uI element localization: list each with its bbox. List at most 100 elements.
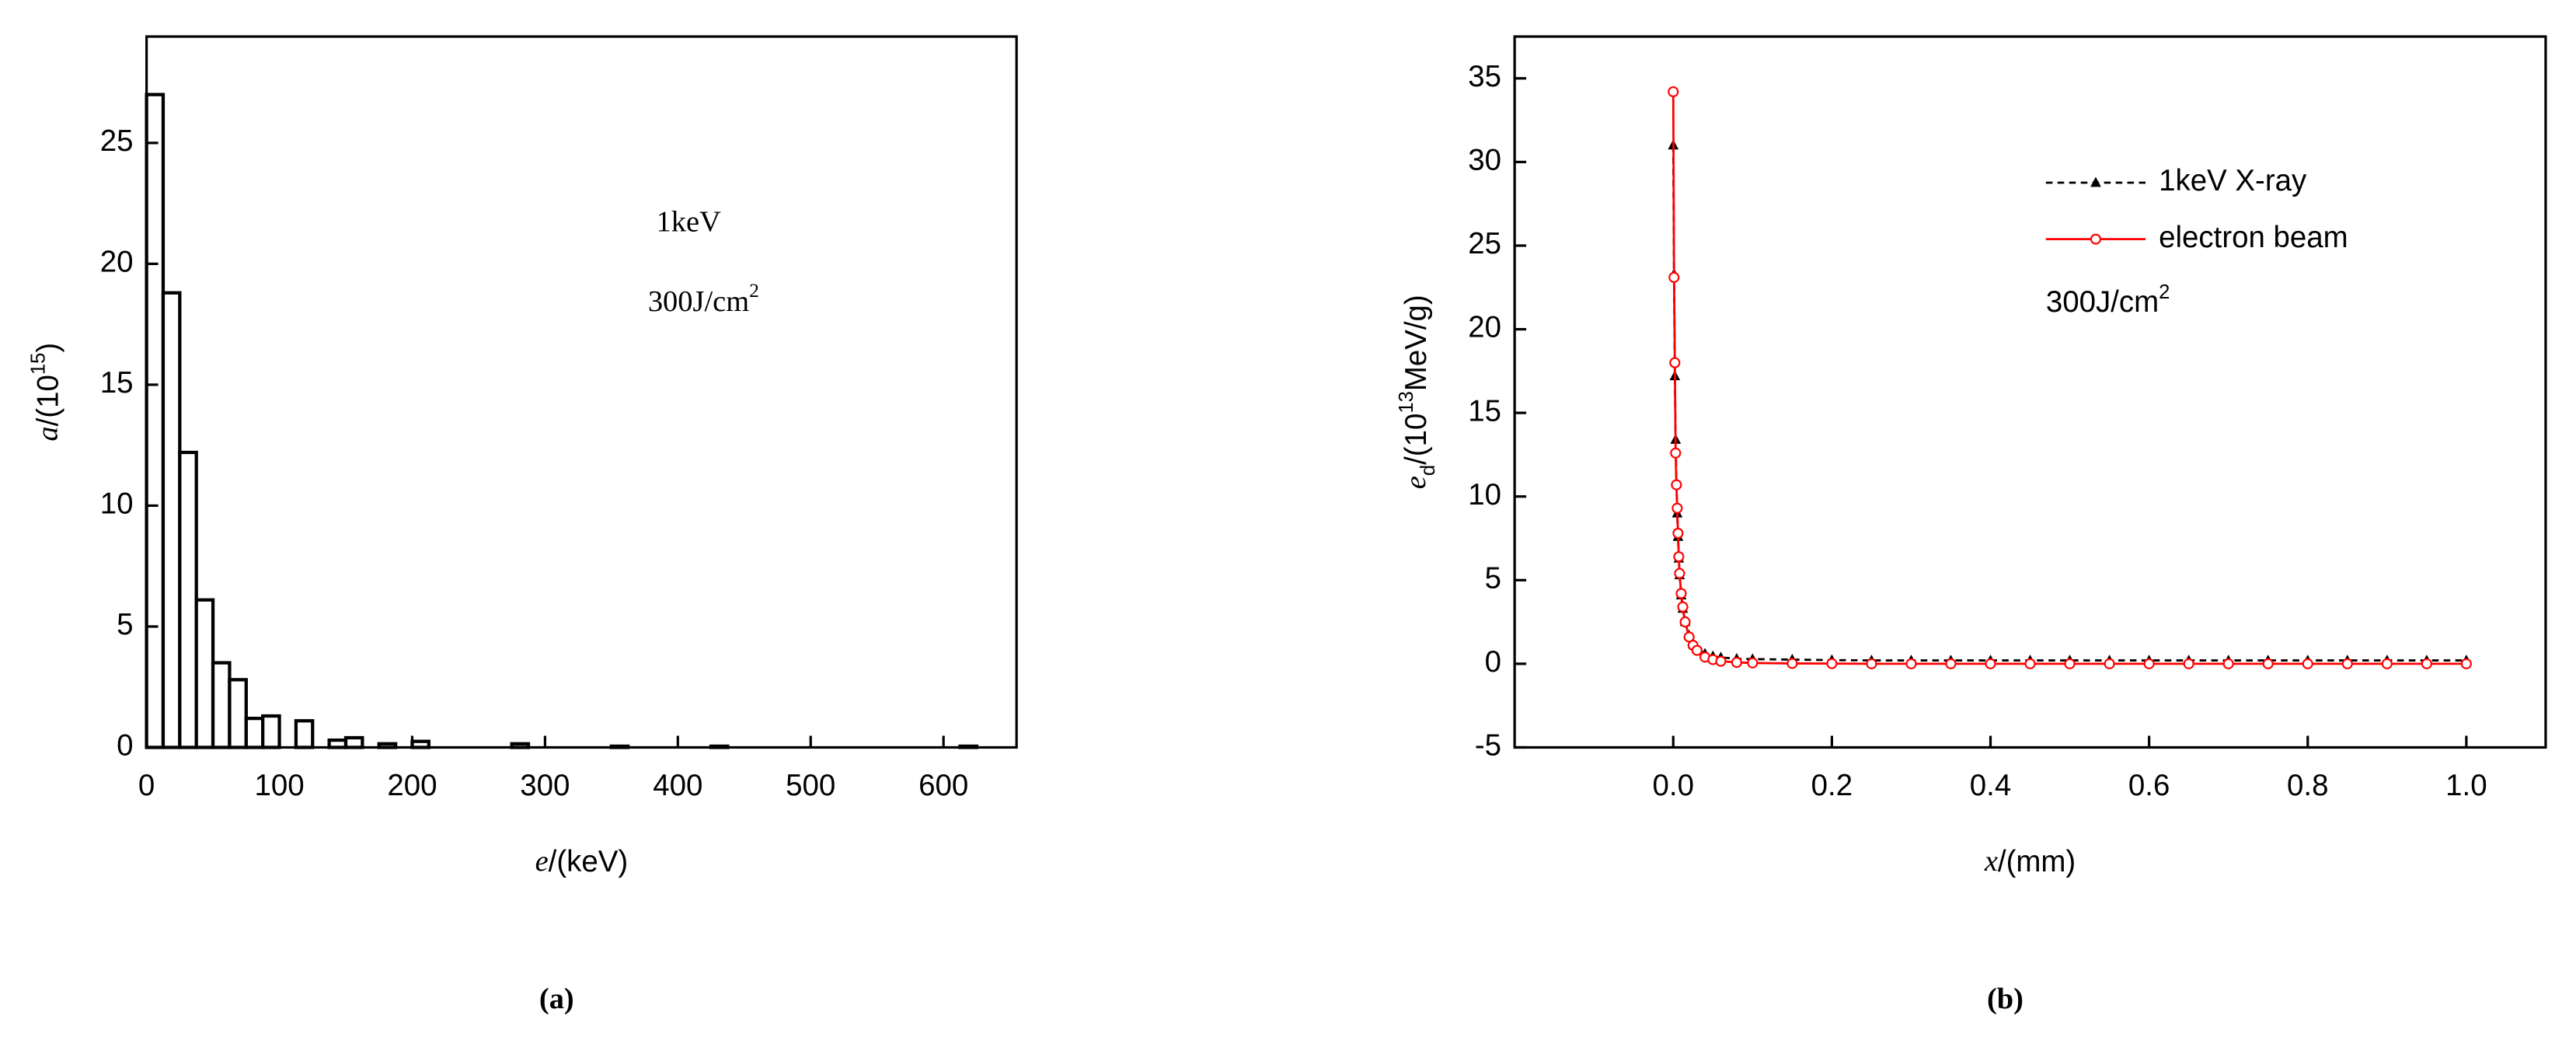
marker (1691, 644, 1703, 656)
label-part: 15 (27, 353, 49, 375)
x-tick-label: 0.4 (1970, 769, 2011, 802)
bar (145, 93, 166, 749)
marker (2143, 658, 2155, 669)
y-tick-label: 10 (1468, 478, 1501, 512)
plot-frame (145, 35, 1018, 749)
marker (1671, 502, 1683, 514)
marker (1671, 479, 1682, 491)
label-part: 2 (749, 279, 759, 302)
marker (1668, 271, 1680, 283)
series-line (1671, 92, 2466, 665)
bar (294, 719, 315, 749)
marker (2381, 658, 2393, 669)
y-axis-label: a/(1015) (27, 343, 64, 442)
legend-label: electron beam (2159, 221, 2348, 254)
label-part: 300J/cm (2046, 285, 2159, 319)
marker (1673, 551, 1685, 563)
bar (343, 735, 364, 749)
marker (2222, 658, 2234, 669)
marker (1731, 657, 1742, 669)
label-part: d (1417, 465, 1439, 476)
y-tick-label: 30 (1468, 144, 1501, 177)
annotation: 300J/cm2 (2046, 281, 2170, 319)
y-tick-label: 25 (100, 124, 134, 158)
x-tick-label: 500 (786, 769, 835, 802)
legend-marker (2090, 176, 2101, 187)
x-tick-label: 300 (520, 769, 570, 802)
marker (2262, 658, 2274, 669)
label-part: /(mm) (1998, 845, 2076, 878)
x-tick-label: 0.8 (2287, 769, 2328, 802)
marker (1866, 658, 1877, 669)
annotation: 1keV (657, 205, 721, 238)
x-tick-label: 0.0 (1653, 769, 1694, 802)
plot-frame (1513, 35, 2547, 749)
label-part: x (1984, 845, 1998, 878)
bar (178, 450, 198, 749)
marker (1670, 447, 1682, 459)
marker (2421, 658, 2432, 669)
bar (228, 678, 248, 749)
y-tick-label: 10 (100, 487, 134, 521)
x-tick-label: 100 (254, 769, 304, 802)
label-part: /(10 (32, 375, 65, 426)
x-axis-label: e/(keV) (535, 845, 629, 878)
marker (1985, 658, 1996, 669)
x-tick-label: 1.0 (2445, 769, 2487, 802)
x-tick-label: 0.6 (2128, 769, 2170, 802)
y-tick-label: 15 (1468, 394, 1501, 428)
marker (2064, 658, 2076, 669)
label-part: 2 (2159, 281, 2170, 303)
marker (1747, 657, 1759, 669)
label-part: /(keV) (549, 845, 629, 878)
y-tick-label: 35 (1468, 60, 1501, 93)
marker (2341, 658, 2353, 669)
marker (1674, 567, 1685, 579)
label-part: ) (32, 343, 65, 353)
marker (1677, 601, 1689, 613)
x-tick-label: 0 (138, 769, 155, 802)
y-tick-label: 0 (117, 729, 133, 763)
marker (2024, 658, 2036, 669)
x-tick-label: 400 (653, 769, 702, 802)
y-tick-label: 15 (100, 366, 134, 400)
y-tick-label: 20 (1468, 311, 1501, 344)
y-axis-label: ed/(1013MeV/g) (1396, 295, 1439, 489)
bar (211, 661, 232, 749)
x-tick-label: 200 (387, 769, 437, 802)
y-tick-label: 5 (117, 608, 133, 641)
y-tick-label: 25 (1468, 227, 1501, 260)
marker (1905, 658, 1917, 669)
marker (1668, 86, 1679, 98)
legend-marker (2090, 233, 2101, 245)
marker (1679, 616, 1691, 628)
y-tick-label: 0 (1485, 645, 1501, 679)
bar (194, 598, 215, 749)
marker (1945, 658, 1957, 669)
label-part: 1keV (657, 205, 721, 238)
bar (244, 716, 265, 749)
bar (261, 714, 281, 749)
legend-label: 1keV X-ray (2159, 164, 2307, 197)
marker (1715, 655, 1727, 667)
panel-label: (a) (539, 983, 574, 1015)
marker (1675, 588, 1687, 599)
annotation: 300J/cm2 (648, 279, 759, 317)
label-part: e (535, 845, 549, 878)
x-tick-label: 600 (919, 769, 968, 802)
marker (2183, 658, 2194, 669)
marker (2104, 658, 2115, 669)
marker (1826, 658, 1838, 669)
y-tick-label: 5 (1485, 561, 1501, 595)
label-part: e (1400, 476, 1432, 489)
marker (2302, 658, 2313, 669)
panel-label: (b) (1987, 983, 2024, 1015)
label-part: 13 (1396, 391, 1417, 414)
marker (1669, 357, 1681, 368)
label-part: 300J/cm (648, 285, 749, 318)
label-part: /(10 (1400, 414, 1433, 465)
bar (161, 291, 182, 749)
x-tick-label: 0.2 (1811, 769, 1853, 802)
